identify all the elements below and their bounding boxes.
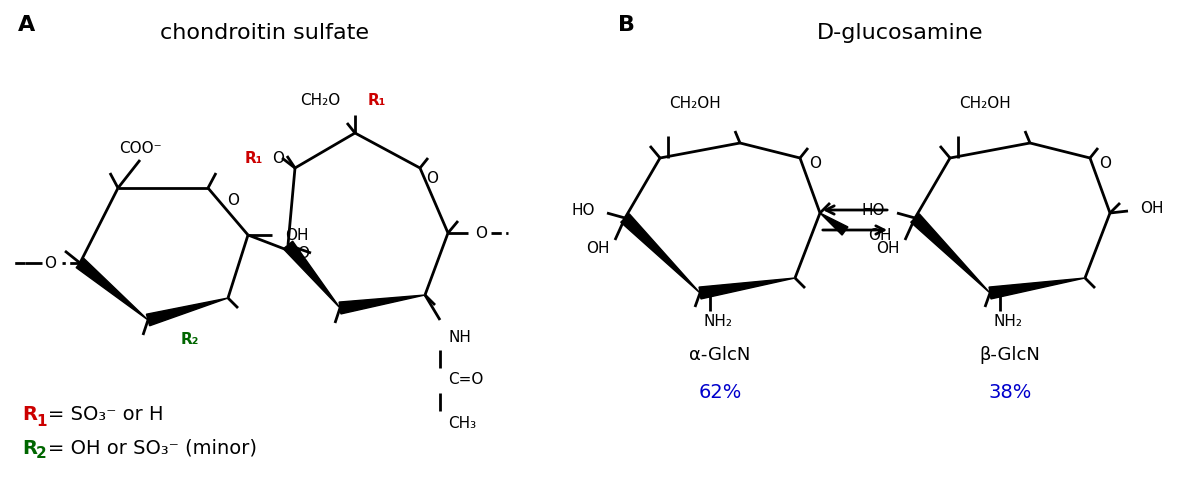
Text: O: O	[475, 225, 487, 240]
Polygon shape	[76, 259, 148, 320]
Text: A: A	[18, 15, 35, 35]
Text: α-GlcN: α-GlcN	[689, 346, 751, 364]
Text: HO: HO	[862, 203, 886, 217]
Text: C=O: C=O	[448, 373, 484, 387]
Text: OH: OH	[286, 227, 308, 242]
Text: 2: 2	[36, 447, 47, 461]
Polygon shape	[989, 278, 1085, 299]
Text: O: O	[426, 171, 438, 186]
Text: CH₂OH: CH₂OH	[959, 96, 1010, 111]
Text: NH₂: NH₂	[994, 313, 1022, 328]
Text: O: O	[227, 193, 239, 208]
Polygon shape	[340, 295, 425, 314]
Text: B: B	[618, 15, 635, 35]
Text: O: O	[298, 245, 310, 261]
Text: OH: OH	[1140, 201, 1164, 215]
Text: O: O	[272, 150, 284, 165]
Text: O: O	[809, 155, 821, 171]
Text: 1: 1	[36, 413, 47, 429]
Text: 38%: 38%	[989, 383, 1032, 402]
Polygon shape	[283, 241, 340, 308]
Text: OH: OH	[868, 227, 892, 242]
Text: NH₂: NH₂	[703, 313, 732, 328]
Text: O: O	[1099, 155, 1111, 171]
Text: NH: NH	[448, 330, 470, 346]
Text: chondroitin sulfate: chondroitin sulfate	[161, 23, 370, 43]
Text: 62%: 62%	[698, 383, 742, 402]
Text: CH₃: CH₃	[448, 415, 476, 431]
Polygon shape	[620, 214, 700, 293]
Text: CH₂O: CH₂O	[300, 93, 340, 108]
Text: = OH or SO₃⁻ (minor): = OH or SO₃⁻ (minor)	[44, 439, 257, 458]
Text: R₁: R₁	[368, 93, 386, 108]
Text: O: O	[44, 256, 56, 271]
Text: R: R	[22, 405, 37, 425]
Text: β-GlcN: β-GlcN	[979, 346, 1040, 364]
Text: D-glucosamine: D-glucosamine	[817, 23, 983, 43]
Text: COO⁻: COO⁻	[119, 140, 161, 155]
Text: OH: OH	[876, 240, 900, 256]
Text: = SO₃⁻ or H: = SO₃⁻ or H	[44, 405, 163, 425]
Text: OH: OH	[587, 240, 610, 256]
Polygon shape	[820, 213, 848, 235]
Polygon shape	[146, 298, 228, 326]
Text: R₂: R₂	[181, 332, 199, 348]
Text: HO: HO	[571, 203, 595, 217]
Polygon shape	[700, 278, 796, 299]
Polygon shape	[911, 214, 990, 293]
Text: R: R	[22, 439, 37, 458]
Text: R₁: R₁	[245, 150, 263, 165]
Text: CH₂OH: CH₂OH	[670, 96, 721, 111]
